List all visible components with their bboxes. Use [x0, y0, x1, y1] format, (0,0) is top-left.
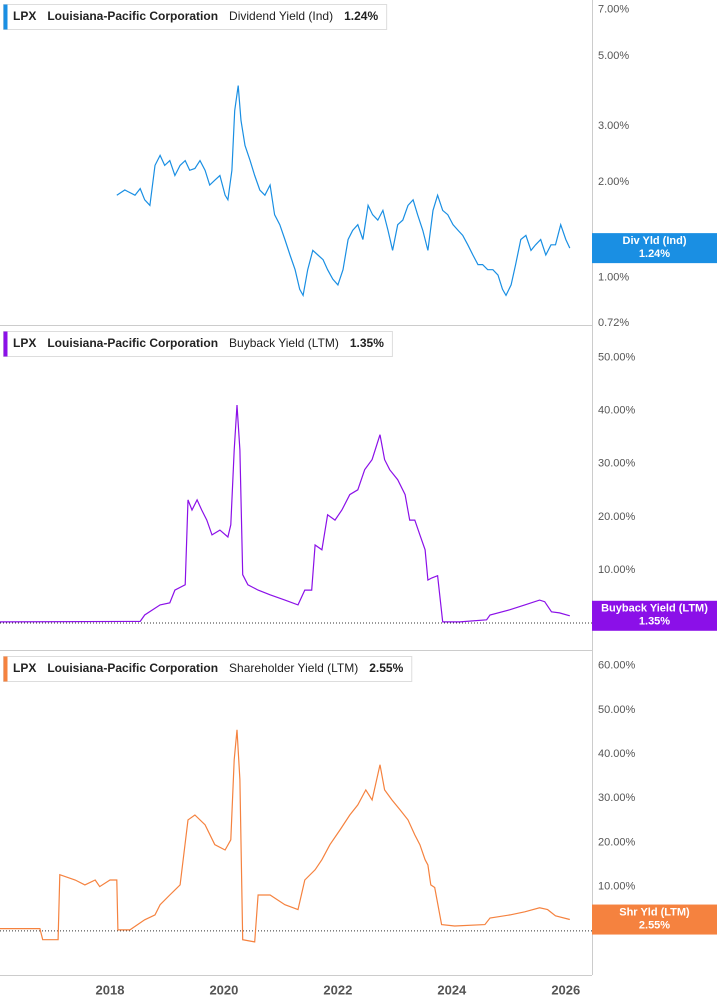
- y-tick-label: 40.00%: [598, 405, 636, 417]
- badge-value: 1.24%: [639, 248, 670, 260]
- legend-color: [3, 656, 8, 682]
- legend-text: 1.35%: [350, 336, 384, 350]
- legend-box: [3, 331, 393, 357]
- legend-text: Louisiana-Pacific Corporation: [47, 661, 218, 675]
- x-tick-label: 2026: [551, 982, 580, 997]
- y-tick-label: 20.00%: [598, 511, 636, 523]
- x-tick-label: 2024: [437, 982, 467, 997]
- badge-title: Shr Yld (LTM): [619, 906, 690, 918]
- y-tick-label: 0.72%: [598, 317, 629, 329]
- value-badge: [592, 233, 717, 264]
- x-tick-label: 2018: [96, 982, 125, 997]
- y-tick-label: 3.00%: [598, 120, 629, 132]
- legend-text: Buyback Yield (LTM): [229, 336, 339, 350]
- legend-text: LPX: [13, 9, 36, 23]
- y-tick-label: 10.00%: [598, 564, 636, 576]
- legend-text: Shareholder Yield (LTM): [229, 661, 358, 675]
- y-tick-label: 10.00%: [598, 881, 636, 893]
- y-tick-label: 5.00%: [598, 50, 629, 62]
- y-tick-label: 50.00%: [598, 704, 636, 716]
- y-tick-label: 20.00%: [598, 836, 636, 848]
- y-tick-label: 40.00%: [598, 748, 636, 760]
- y-tick-label: 7.00%: [598, 3, 629, 15]
- value-badge: [592, 904, 717, 935]
- legend-text: Dividend Yield (Ind): [229, 9, 333, 23]
- legend-text: LPX: [13, 661, 36, 675]
- data-line: [116, 85, 571, 298]
- y-tick-label: 30.00%: [598, 792, 636, 804]
- value-badge: [592, 600, 717, 631]
- badge-title: Div Yld (Ind): [623, 235, 687, 247]
- legend-color: [3, 4, 8, 30]
- x-tick-label: 2022: [323, 982, 352, 997]
- y-tick-label: 2.00%: [598, 176, 629, 188]
- data-line: [0, 404, 570, 623]
- legend-box: [3, 656, 413, 682]
- badge-title: Buyback Yield (LTM): [601, 603, 708, 615]
- badge-value: 1.35%: [639, 616, 670, 628]
- legend-text: Louisiana-Pacific Corporation: [47, 336, 218, 350]
- badge-value: 2.55%: [639, 919, 670, 931]
- y-tick-label: 30.00%: [598, 458, 636, 470]
- legend-text: 1.24%: [344, 9, 378, 23]
- y-tick-label: 1.00%: [598, 272, 629, 284]
- y-tick-label: 60.00%: [598, 660, 636, 672]
- y-tick-label: 50.00%: [598, 352, 636, 364]
- legend-text: Louisiana-Pacific Corporation: [47, 9, 218, 23]
- data-line: [0, 729, 570, 943]
- x-tick-label: 2020: [209, 982, 238, 997]
- legend-text: 2.55%: [369, 661, 403, 675]
- legend-color: [3, 331, 8, 357]
- legend-text: LPX: [13, 336, 36, 350]
